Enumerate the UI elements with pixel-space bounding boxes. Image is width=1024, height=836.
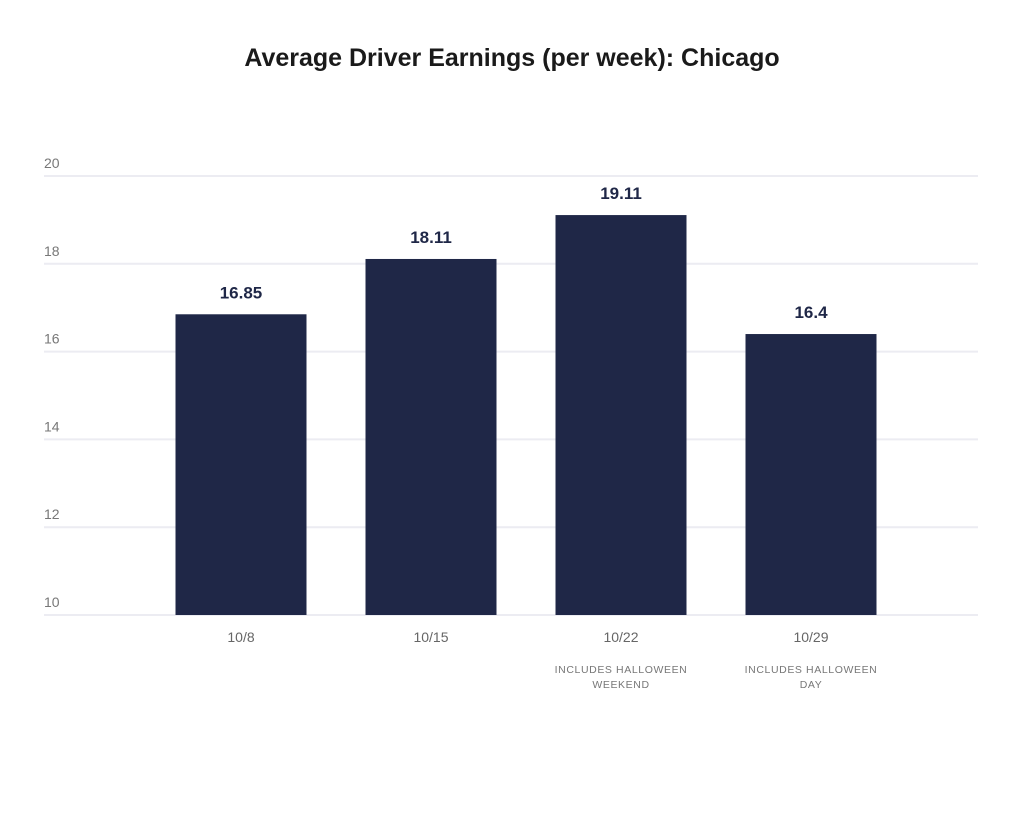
bar-value-label: 16.85 — [220, 283, 263, 302]
bar — [745, 334, 877, 615]
x-category-label: 10/8 — [227, 629, 254, 645]
x-category-note: WEEKEND — [592, 679, 649, 691]
x-category-note: INCLUDES HALLOWEEN — [745, 664, 878, 676]
bar-value-label: 19.11 — [600, 184, 642, 203]
bar — [555, 215, 687, 616]
y-tick-label: 10 — [44, 594, 60, 610]
label-layer: 10 12 14 16 18 20 16.85 10/8 18.11 10/15 19.11 10/2… — [44, 155, 877, 691]
bar-value-label: 16.4 — [794, 303, 828, 322]
y-tick-label: 18 — [44, 243, 60, 259]
x-category-label: 10/22 — [603, 629, 638, 645]
bar-layer — [175, 215, 877, 616]
bar — [365, 258, 497, 615]
y-tick-label: 20 — [44, 155, 60, 171]
y-tick-label: 14 — [44, 418, 60, 434]
bar — [175, 314, 307, 615]
x-category-note: DAY — [800, 679, 823, 691]
bar-value-label: 18.11 — [410, 228, 452, 247]
x-category-label: 10/29 — [793, 629, 828, 645]
x-category-label: 10/15 — [413, 629, 448, 645]
y-tick-label: 12 — [44, 506, 60, 522]
y-tick-label: 16 — [44, 331, 60, 347]
x-category-note: INCLUDES HALLOWEEN — [555, 664, 688, 676]
chart-title: Average Driver Earnings (per week): Chic… — [244, 44, 780, 72]
